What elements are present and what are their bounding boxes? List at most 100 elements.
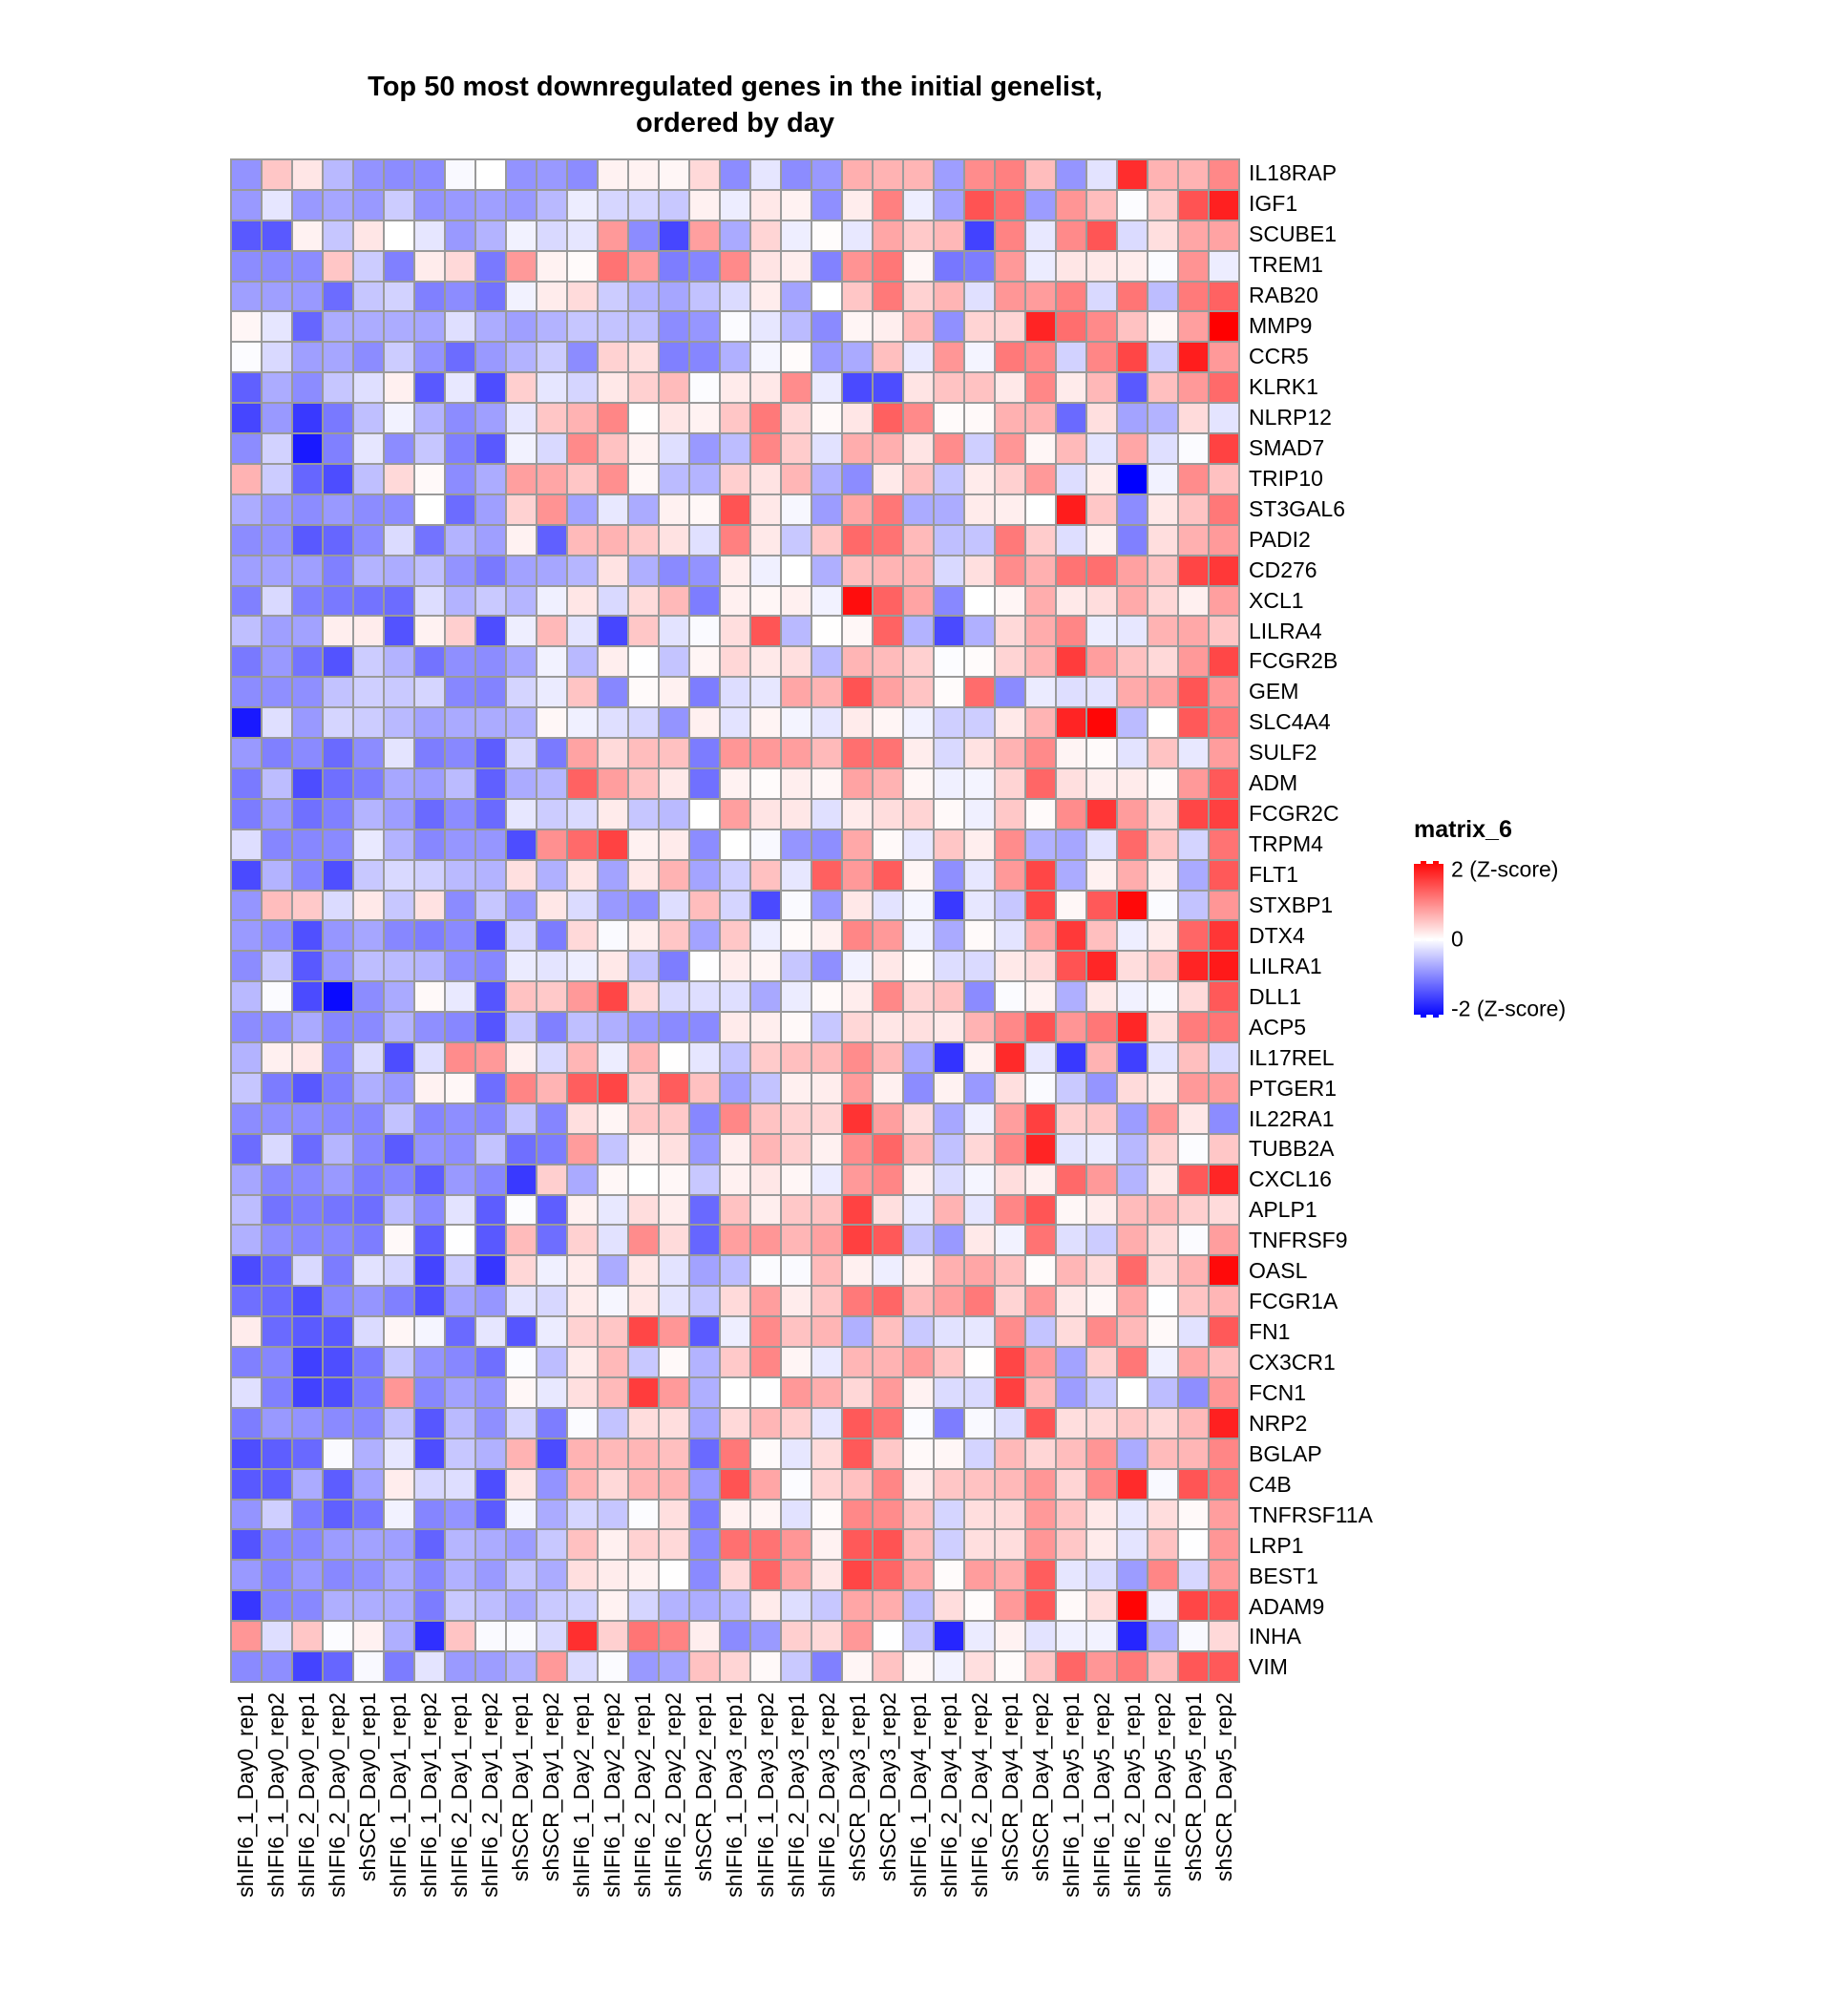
heatmap-cell xyxy=(935,678,963,707)
heatmap-cell xyxy=(965,1195,994,1225)
heatmap-cell xyxy=(1057,1530,1085,1560)
heatmap-cell xyxy=(1118,312,1147,342)
heatmap-cell xyxy=(1026,404,1055,433)
heatmap-cell xyxy=(1210,1287,1238,1316)
heatmap-cell xyxy=(874,952,902,981)
heatmap-cell xyxy=(1087,1256,1116,1286)
heatmap-cell xyxy=(385,1561,413,1590)
heatmap-cell xyxy=(1118,982,1147,1012)
heatmap-cell xyxy=(660,708,688,738)
heatmap-cell xyxy=(507,678,536,707)
heatmap-cell xyxy=(385,1408,413,1438)
column-label: shIFI6_1_Day1_rep1 xyxy=(385,1692,411,1898)
heatmap-cell xyxy=(812,1408,841,1438)
heatmap-cell xyxy=(629,1287,658,1316)
heatmap-cell xyxy=(751,282,780,311)
heatmap-cell xyxy=(385,1256,413,1286)
heatmap-cell xyxy=(446,799,474,829)
heatmap-cell xyxy=(843,768,872,798)
heatmap-cell xyxy=(1057,768,1085,798)
heatmap-cell xyxy=(324,1256,352,1286)
heatmap-cell xyxy=(965,1348,994,1376)
heatmap-cell xyxy=(232,1622,261,1651)
heatmap-cell xyxy=(476,768,505,798)
heatmap-cell xyxy=(568,891,597,920)
heatmap-cell xyxy=(1210,860,1238,890)
heatmap-cell xyxy=(568,1438,597,1468)
heatmap-cell xyxy=(1087,830,1116,859)
heatmap-cell xyxy=(293,739,322,767)
heatmap-cell xyxy=(324,617,352,646)
heatmap-cell xyxy=(1148,586,1177,616)
heatmap-cell xyxy=(782,708,811,738)
heatmap-cell xyxy=(507,860,536,890)
heatmap-cell xyxy=(599,739,627,767)
heatmap-cell xyxy=(385,1348,413,1376)
heatmap-cell xyxy=(751,1043,780,1072)
heatmap-cell xyxy=(935,1652,963,1681)
heatmap-cell xyxy=(476,1317,505,1347)
heatmap-cell xyxy=(1179,1287,1208,1316)
heatmap-cell xyxy=(1210,1134,1238,1164)
heatmap-cell xyxy=(629,678,658,707)
heatmap-cell xyxy=(232,373,261,403)
heatmap-cell xyxy=(263,1622,291,1651)
heatmap-cell xyxy=(324,1317,352,1347)
heatmap-cell xyxy=(965,160,994,189)
heatmap-cell xyxy=(232,799,261,829)
heatmap-cell xyxy=(354,1500,383,1529)
heatmap-cell xyxy=(354,525,383,555)
heatmap-cell xyxy=(1087,1408,1116,1438)
heatmap-cell xyxy=(1210,1469,1238,1499)
heatmap-cell xyxy=(599,1561,627,1590)
heatmap-cell xyxy=(415,1500,444,1529)
heatmap-cell xyxy=(354,434,383,463)
heatmap-cell xyxy=(690,1287,719,1316)
heatmap-cell xyxy=(568,860,597,890)
heatmap-cell xyxy=(782,1622,811,1651)
heatmap-cell xyxy=(476,830,505,859)
heatmap-cell xyxy=(782,830,811,859)
heatmap-cell xyxy=(599,1500,627,1529)
heatmap-cell xyxy=(385,464,413,494)
heatmap-cell xyxy=(904,1317,933,1347)
heatmap-cell xyxy=(874,1530,902,1560)
heatmap-cell xyxy=(324,586,352,616)
heatmap-cell xyxy=(293,586,322,616)
row-label: CXCL16 xyxy=(1249,1166,1332,1192)
heatmap-cell xyxy=(232,1103,261,1133)
heatmap-cell xyxy=(354,1256,383,1286)
heatmap-cell xyxy=(629,312,658,342)
heatmap-cell xyxy=(476,1500,505,1529)
heatmap-cell xyxy=(599,282,627,311)
heatmap-cell xyxy=(874,1256,902,1286)
heatmap-cell xyxy=(1026,830,1055,859)
heatmap-cell xyxy=(415,404,444,433)
heatmap-cell xyxy=(1118,373,1147,403)
heatmap-cell xyxy=(1148,1652,1177,1681)
heatmap-cell xyxy=(476,1013,505,1042)
row-label: APLP1 xyxy=(1249,1197,1317,1223)
heatmap-cell xyxy=(1148,1073,1177,1102)
heatmap-cell xyxy=(568,1103,597,1133)
heatmap-cell xyxy=(1087,220,1116,250)
heatmap-cell xyxy=(996,525,1024,555)
heatmap-cell xyxy=(782,525,811,555)
heatmap-cell xyxy=(874,1408,902,1438)
heatmap-cell xyxy=(935,1500,963,1529)
heatmap-cell xyxy=(1087,1317,1116,1347)
heatmap-cell xyxy=(446,1348,474,1376)
heatmap-cell xyxy=(751,312,780,342)
heatmap-cell xyxy=(232,617,261,646)
heatmap-cell xyxy=(843,1377,872,1407)
heatmap-cell xyxy=(537,1195,566,1225)
heatmap-cell xyxy=(904,251,933,281)
heatmap-cell xyxy=(690,1013,719,1042)
heatmap-cell xyxy=(476,525,505,555)
heatmap-cell xyxy=(599,708,627,738)
heatmap-cell xyxy=(324,1530,352,1560)
heatmap-cell xyxy=(996,1317,1024,1347)
heatmap-cell xyxy=(782,1500,811,1529)
heatmap-cell xyxy=(415,586,444,616)
heatmap-cell xyxy=(812,1348,841,1376)
